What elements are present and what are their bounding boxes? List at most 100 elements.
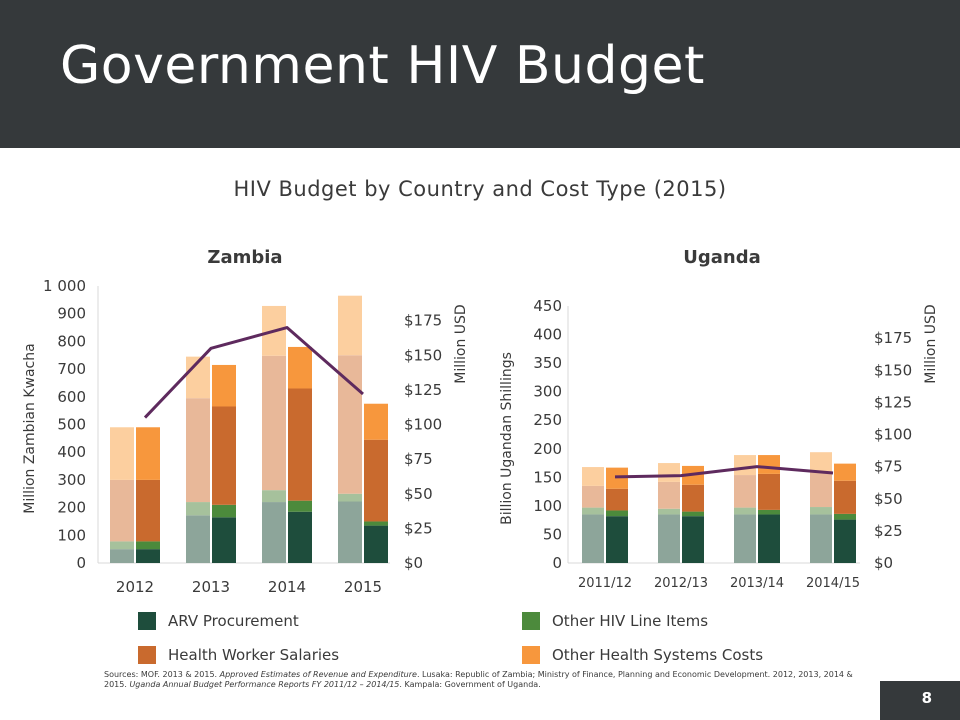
uganda-bar-2013-14-reference-s3 [734,455,756,476]
zambia-y-tick: 0 [76,554,86,572]
zambia-bar-2013-actual-s0 [212,517,236,563]
zambia-y-tick: 400 [57,443,86,461]
chart-subtitle: HIV Budget by Country and Cost Type (201… [233,177,727,201]
zambia-x-tick: 2014 [268,578,306,596]
uganda-y-tick: 450 [533,297,562,315]
legend-label-other-health: Other Health Systems Costs [552,646,764,664]
uganda-bar-2011-12-actual-s1 [606,510,628,517]
zambia-y-tick: 600 [57,388,86,406]
uganda-bar-2012-13-actual-s0 [682,516,704,563]
uganda-bar-2012-13-reference-s0 [658,514,680,563]
zambia-y2-tick: $125 [404,381,442,399]
zambia-bar-2012-reference-s1 [110,541,134,550]
zambia-bar-2014-reference-s0 [262,502,286,563]
zambia-bar-2014-actual-s1 [288,500,312,512]
zambia-bar-2014-actual-s0 [288,511,312,563]
uganda-y2-tick: $175 [874,329,912,347]
uganda-y-tick: 150 [533,468,562,486]
uganda-bar-2011-12-reference-s0 [582,514,604,563]
uganda-bar-2012-13-reference-s3 [658,463,680,482]
uganda-bar-2014-15-reference-s0 [810,514,832,563]
zambia-bar-2015-reference-s1 [338,493,362,502]
uganda-y-axis-label: Billion Ugandan Shillings [499,352,515,525]
title-bar: Government HIV Budget [0,0,960,148]
legend-swatch-salaries [138,646,156,664]
zambia-bar-2015-reference-s0 [338,501,362,563]
uganda-bar-2014-15-reference-s2 [810,471,832,508]
uganda-y-tick: 400 [533,326,562,344]
zambia-bar-2013-actual-s2 [212,406,236,505]
uganda-bar-2012-13-reference-s2 [658,481,680,509]
legend-swatch-other-health [522,646,540,664]
zambia-y-tick: 100 [57,526,86,544]
uganda-bar-2013-14-actual-s1 [758,509,780,515]
uganda-usd-line [614,465,834,479]
zambia-bar-2012-actual-s2 [136,479,160,542]
uganda-bar-2014-15-actual-s2 [834,480,856,514]
uganda-x-tick: 2011/12 [578,576,632,591]
legend-label-other-hiv: Other HIV Line Items [552,612,709,630]
zambia-y-tick: 1 000 [43,277,86,295]
legend-swatch-other-hiv [522,612,540,630]
uganda-y-tick: 300 [533,383,562,401]
zambia-chart-title: Zambia [207,247,282,268]
zambia-y-tick: 200 [57,499,86,517]
zambia-bar-2015-actual-s2 [364,439,388,522]
zambia-x-tick: 2015 [344,578,382,596]
uganda-bar-2014-15-actual-s1 [834,513,856,520]
zambia-y-axis-label: Million Zambian Kwacha [22,343,38,513]
zambia-usd-line [143,326,364,419]
zambia-y-tick: 300 [57,471,86,489]
zambia-bar-2014-actual-s2 [288,388,312,501]
legend-swatch-arv [138,612,156,630]
uganda-y-tick: 200 [533,440,562,458]
zambia-bar-2013-reference-s1 [186,502,210,516]
uganda-y2-axis-label: Million USD [923,304,939,383]
zambia-bar-2012-actual-s3 [136,427,160,480]
zambia-y2-tick: $100 [404,416,442,434]
zambia-bar-2014-reference-s1 [262,490,286,503]
uganda-bar-2013-14-actual-s3 [758,455,780,474]
zambia-bar-2012-reference-s0 [110,549,134,563]
uganda-bar-2011-12-reference-s1 [582,507,604,515]
zambia-bar-2013-reference-s0 [186,515,210,563]
zambia-x-tick: 2013 [192,578,230,596]
zambia-y2-tick: $175 [404,312,442,330]
uganda-y-tick: 100 [533,497,562,515]
zambia-y2-tick: $0 [404,554,423,572]
sources-note: Sources: MOF. 2013 & 2015. Approved Esti… [104,670,853,689]
uganda-bar-2011-12-reference-s2 [582,485,604,508]
uganda-y2-tick: $75 [874,458,903,476]
zambia-bar-2012-reference-s3 [110,427,134,480]
uganda-bar-2014-15-actual-s3 [834,463,856,481]
uganda-bar-2013-14-reference-s0 [734,514,756,563]
uganda-bar-2013-14-reference-s1 [734,507,756,515]
uganda-bar-2014-15-actual-s0 [834,519,856,563]
slide-title: Government HIV Budget [60,36,705,96]
uganda-x-tick: 2014/15 [806,576,860,591]
uganda-bar-2014-15-reference-s3 [810,452,832,472]
uganda-bar-2012-13-reference-s1 [658,508,680,515]
zambia-bar-2012-reference-s2 [110,479,134,542]
uganda-y2-tick: $25 [874,522,903,540]
zambia-bar-2015-actual-s3 [364,403,388,440]
page-number-box: 8 [880,681,960,720]
uganda-y2-tick: $100 [874,426,912,444]
uganda-bar-2011-12-actual-s2 [606,488,628,511]
zambia-bar-2013-reference-s2 [186,398,210,503]
legend-label-arv: ARV Procurement [168,612,299,630]
zambia-bar-2015-reference-s3 [338,295,362,356]
zambia-bar-2013-actual-s1 [212,504,236,518]
zambia-bar-2013-actual-s3 [212,364,236,407]
zambia-y2-tick: $50 [404,485,433,503]
uganda-bar-2013-14-actual-s0 [758,514,780,563]
legend-label-salaries: Health Worker Salaries [168,646,340,664]
zambia-bar-2015-actual-s0 [364,525,388,563]
zambia-y2-axis-label: Million USD [453,304,469,383]
zambia-y-tick: 500 [57,416,86,434]
zambia-bar-2012-actual-s1 [136,541,160,550]
uganda-bar-2013-14-reference-s2 [734,475,756,508]
zambia-bar-2012-actual-s0 [136,549,160,563]
uganda-chart-title: Uganda [683,247,761,268]
uganda-y2-tick: $50 [874,490,903,508]
